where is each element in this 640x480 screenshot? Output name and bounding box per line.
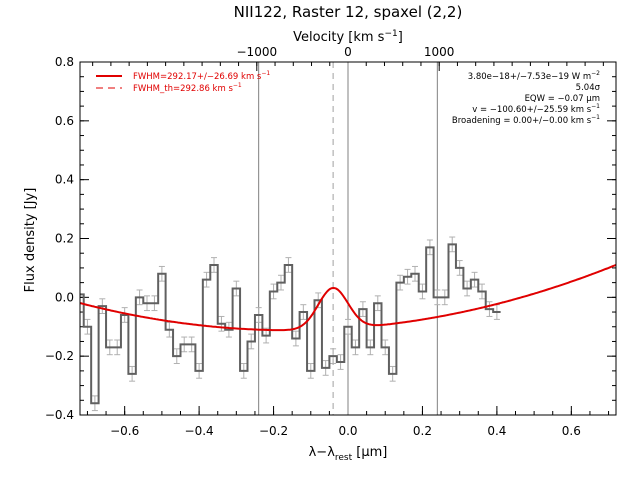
chart-title: NII122, Raster 12, spaxel (2,2) xyxy=(234,3,463,21)
annotation-broadening: Broadening = 0.00+/−0.00 km s−1 xyxy=(452,114,600,126)
y-tick-label: 0.6 xyxy=(55,114,74,128)
x-tick-label: 0.2 xyxy=(413,424,432,438)
top-axis-ticks: −1000 0 1000 xyxy=(92,45,604,71)
y-tick-label: 0.4 xyxy=(55,173,74,187)
top-axis-label: Velocity [km s−1] xyxy=(293,29,403,45)
annotation-flux: 3.80e−18+/−7.53e−19 W m−2 xyxy=(468,70,600,82)
top-tick-label: −1000 xyxy=(237,45,278,59)
annotation-velocity: v = −100.60+/−25.59 km s−1 xyxy=(472,103,600,115)
legend-fit-label: FWHM=292.17+/−26.69 km s−1 xyxy=(133,70,270,82)
x-tick-label: 0.4 xyxy=(487,424,506,438)
y-tick-label: 0.8 xyxy=(55,55,74,69)
x-tick-label: −0.6 xyxy=(110,424,139,438)
legend-th-label: FWHM_th=292.86 km s−1 xyxy=(133,82,242,94)
x-tick-label: −0.2 xyxy=(259,424,288,438)
y-tick-label: 0.2 xyxy=(55,232,74,246)
x-axis-label: λ−λrest [μm] xyxy=(309,445,388,463)
y-tick-label: −0.2 xyxy=(45,349,74,363)
legend: FWHM=292.17+/−26.69 km s−1 FWHM_th=292.8… xyxy=(96,70,270,94)
annotation-eqw: EQW = −0.07 μm xyxy=(525,94,600,104)
y-tick-label: 0.0 xyxy=(55,290,74,304)
y-tick-label: −0.4 xyxy=(45,408,74,422)
x-axis-ticks: −0.6 −0.4 −0.2 0.0 0.2 0.4 0.6 xyxy=(86,406,610,438)
annotation-sigma: 5.04σ xyxy=(576,83,601,93)
top-tick-label: 0 xyxy=(344,45,352,59)
y-axis-label: Flux density [Jy] xyxy=(23,188,38,293)
fit-curve xyxy=(79,263,617,332)
x-tick-label: 0.0 xyxy=(338,424,357,438)
y-axis-ticks: −0.4 −0.2 0.0 0.2 0.4 0.6 0.8 xyxy=(45,55,616,422)
fit-annotations: 3.80e−18+/−7.53e−19 W m−2 5.04σ EQW = −0… xyxy=(452,70,601,126)
x-tick-label: 0.6 xyxy=(562,424,581,438)
plot-frame xyxy=(79,61,617,416)
x-tick-label: −0.4 xyxy=(185,424,214,438)
reference-lines xyxy=(258,62,438,415)
top-tick-label: 1000 xyxy=(424,45,455,59)
spectrum-step-line xyxy=(80,243,501,405)
